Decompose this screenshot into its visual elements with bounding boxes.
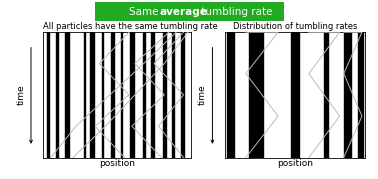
Bar: [130, 32, 133, 158]
Bar: [227, 32, 234, 158]
Bar: [291, 32, 299, 158]
Bar: [358, 32, 363, 158]
Text: time: time: [198, 84, 207, 105]
Bar: [90, 32, 94, 158]
Bar: [84, 32, 85, 158]
Bar: [172, 32, 174, 158]
Bar: [65, 32, 69, 158]
Text: All particles have the same tumbling rate: All particles have the same tumbling rat…: [43, 22, 218, 32]
Bar: [112, 32, 114, 158]
Text: Same: Same: [129, 7, 161, 17]
Bar: [46, 32, 49, 158]
Text: time: time: [16, 84, 25, 105]
Bar: [181, 32, 184, 158]
Text: average: average: [160, 7, 208, 17]
Bar: [344, 32, 352, 158]
Bar: [56, 32, 57, 158]
Bar: [121, 32, 122, 158]
Bar: [324, 32, 328, 158]
Bar: [151, 32, 154, 158]
Text: tumbling rate: tumbling rate: [197, 7, 272, 17]
X-axis label: position: position: [99, 159, 135, 168]
Title: Distribution of tumbling rates: Distribution of tumbling rates: [232, 22, 357, 32]
Bar: [163, 32, 166, 158]
X-axis label: position: position: [277, 159, 313, 168]
Bar: [102, 32, 103, 158]
Bar: [143, 32, 145, 158]
Bar: [249, 32, 263, 158]
